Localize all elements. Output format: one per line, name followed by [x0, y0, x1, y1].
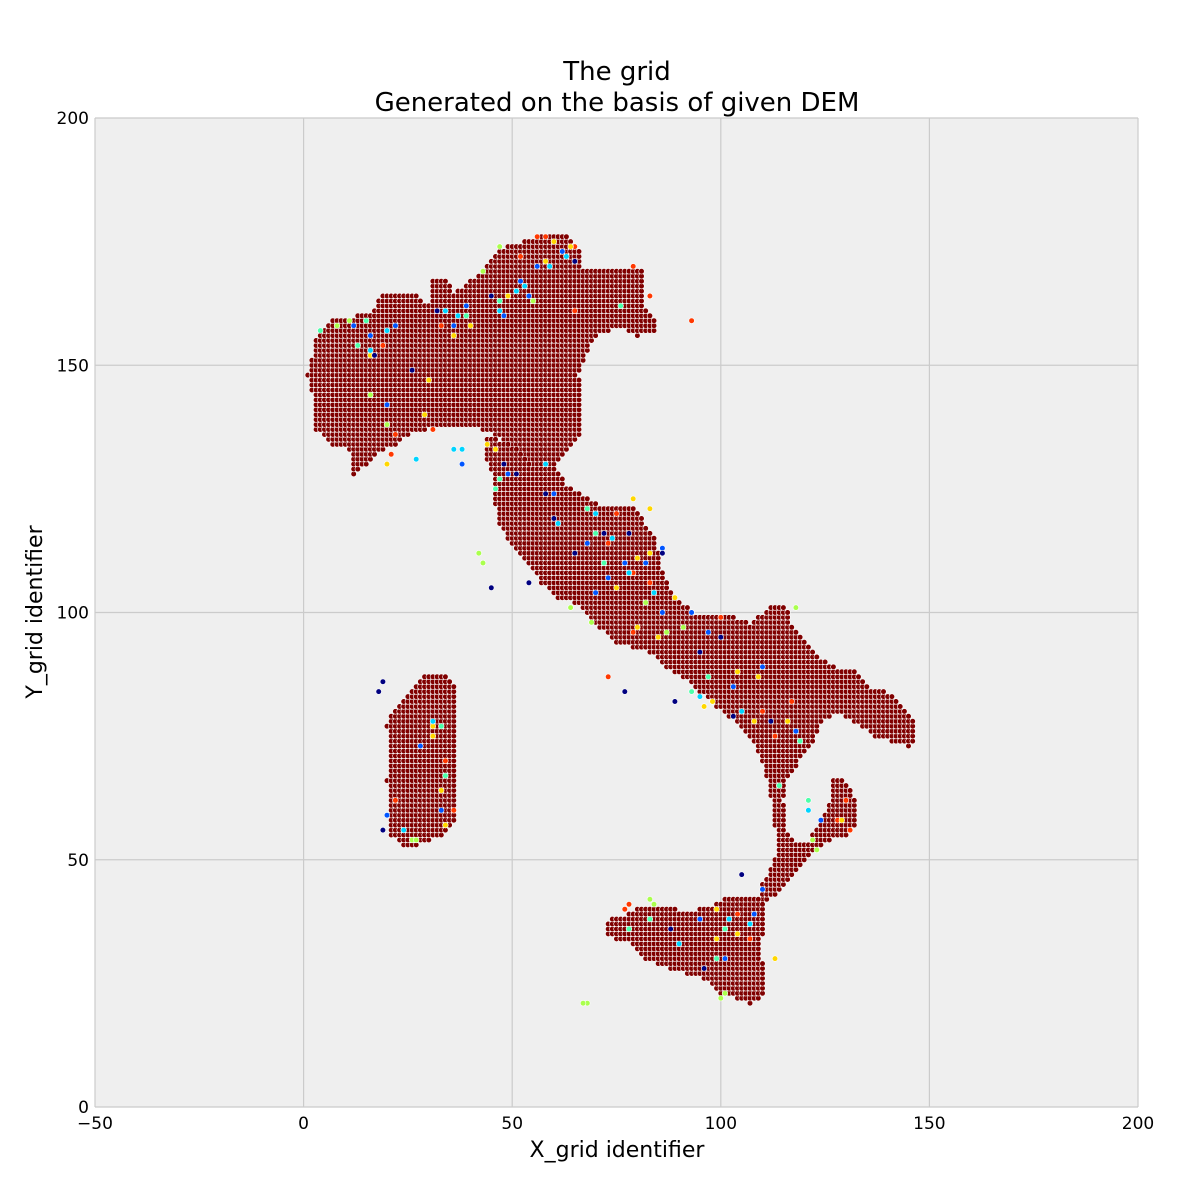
grid-cell-marker	[559, 475, 566, 483]
grid-cell-marker	[563, 233, 570, 240]
grid-cell-marker	[513, 446, 520, 453]
grid-cell-marker	[897, 703, 904, 710]
grid-cell-marker	[550, 466, 558, 473]
grid-cell-marker	[413, 292, 420, 300]
grid-cell-marker	[575, 490, 583, 497]
grid-cell-marker	[650, 317, 658, 324]
grid-cell-marker	[642, 525, 649, 532]
grid-cell-marker	[642, 307, 649, 315]
grid-cell-marker	[792, 629, 800, 636]
chart-title: The grid	[562, 57, 671, 87]
grid-cell-marker	[805, 643, 812, 651]
grid-cell-marker	[517, 451, 524, 458]
grid-cell-marker	[684, 604, 691, 611]
land-cells	[304, 233, 916, 1007]
grid-cell-marker	[446, 283, 453, 290]
chart-subtitle: Generated on the basis of given DEM	[375, 88, 860, 118]
grid-cell-marker	[892, 698, 900, 705]
grid-cell-marker	[504, 441, 512, 448]
grid-cell-marker	[830, 663, 837, 671]
grid-cell-marker	[813, 653, 820, 661]
grid-cell-marker	[784, 831, 791, 839]
grid-cell-marker	[880, 688, 887, 695]
grid-cell-marker	[796, 634, 804, 641]
grid-cell-marker	[901, 708, 908, 715]
grid-cell-marker	[784, 609, 791, 616]
grid-cell-marker	[659, 569, 666, 577]
grid-cell-marker	[442, 278, 449, 285]
grid-cell-marker	[675, 599, 683, 606]
grid-cell-marker	[780, 604, 787, 611]
grid-cell-marker	[838, 777, 845, 784]
grid-cell-marker	[663, 579, 670, 586]
grid-cell-marker	[730, 614, 737, 621]
grid-cell-marker	[909, 718, 916, 725]
grid-cell-marker	[859, 678, 866, 685]
grid-cell-marker	[742, 619, 749, 626]
grid-cell-marker	[592, 500, 599, 507]
grid-cell-marker	[634, 510, 641, 517]
grid-cell-marker	[650, 535, 658, 542]
grid-cell-marker	[846, 787, 854, 794]
region-mainland-north	[304, 233, 658, 478]
grid-cell-marker	[638, 515, 645, 522]
grid-cell-marker	[567, 485, 574, 493]
grid-cell-marker	[905, 713, 912, 720]
grid-cell-marker	[809, 648, 816, 656]
grid-cell-marker	[584, 495, 591, 502]
grid-cell-marker	[801, 639, 808, 646]
grid-cell-marker	[638, 268, 645, 275]
grid-cell-marker	[575, 248, 583, 255]
grid-cell-marker	[780, 802, 787, 809]
grid-cell-marker	[492, 436, 499, 443]
grid-cell-marker	[788, 624, 795, 631]
grid-cell-marker	[575, 377, 583, 384]
grid-cell-marker	[521, 456, 528, 463]
grid-cell-marker	[888, 693, 896, 700]
grid-cell-marker	[855, 673, 862, 680]
grid-cell-marker	[646, 312, 654, 319]
grid-cell-marker	[417, 297, 424, 305]
grid-cell-marker	[863, 683, 870, 690]
grid-cell-marker	[821, 658, 829, 666]
grid-cell-marker	[630, 505, 637, 512]
grid-cell-marker	[554, 470, 562, 478]
grid-cell-marker	[851, 797, 858, 804]
grid-cell-marker	[646, 530, 654, 537]
grid-cell-marker	[788, 836, 795, 844]
grid-cell-marker	[842, 782, 850, 789]
grid-cell-marker	[667, 589, 674, 596]
grid-cell-marker	[851, 668, 858, 675]
grid-cell-marker	[525, 461, 533, 468]
